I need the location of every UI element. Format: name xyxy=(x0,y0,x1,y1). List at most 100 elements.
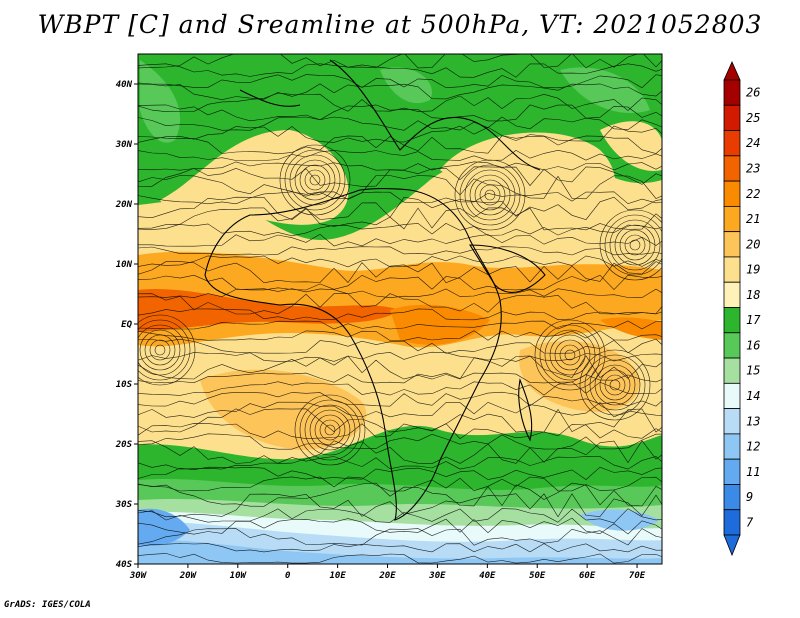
colorbar-swatch xyxy=(723,332,741,359)
colorbar-label: 14 xyxy=(746,389,760,403)
streamline xyxy=(138,135,662,155)
colorbar-swatch xyxy=(723,231,741,258)
colorbar: 26 25 24 23 22 21 20 19 18 17 16 15 14 13 12 11 9 7 xyxy=(723,61,761,557)
streamline xyxy=(138,223,662,237)
lat-tick-label: 20N xyxy=(115,200,133,210)
streamline xyxy=(138,83,662,101)
streamline xyxy=(138,422,662,440)
streamline xyxy=(138,320,662,330)
streamline xyxy=(138,330,662,341)
streamline xyxy=(138,246,662,256)
streamline xyxy=(138,391,662,407)
colorbar-swatch xyxy=(723,357,741,384)
streamline-vortex xyxy=(629,239,641,251)
streamline xyxy=(138,255,662,268)
streamline xyxy=(138,493,662,518)
colorbar-swatch xyxy=(723,408,741,435)
streamline xyxy=(138,408,662,433)
streamline-vortex xyxy=(144,334,176,366)
chart-title: WBPT [C] and Sreamline at 500hPa, VT: 20… xyxy=(37,10,763,39)
colorbar-swatch xyxy=(723,433,741,460)
colorbar-label: 18 xyxy=(746,288,760,302)
streamline xyxy=(138,482,662,507)
lon-tick-label: 20E xyxy=(378,571,396,581)
streamline xyxy=(138,149,662,161)
colorbar-swatch xyxy=(723,281,741,308)
streamline xyxy=(138,381,662,396)
streamline xyxy=(138,125,662,143)
streamline xyxy=(138,288,662,299)
colorbar-swatch xyxy=(723,79,741,106)
streamline-vortex xyxy=(609,219,661,271)
streamline-vortex xyxy=(564,349,576,361)
streamline-vortex xyxy=(279,144,351,216)
streamline xyxy=(138,401,662,418)
streamline-vortex xyxy=(138,319,191,381)
streamline xyxy=(138,166,662,187)
colorbar-swatch xyxy=(723,256,741,283)
map-frame xyxy=(137,53,663,565)
colorbar-label: 25 xyxy=(746,111,760,125)
streamline-vortex xyxy=(294,159,336,201)
colorbar-label: 21 xyxy=(746,212,760,226)
streamline-vortex xyxy=(554,339,586,371)
streamline-vortex xyxy=(138,324,186,376)
colorbar-label: 12 xyxy=(746,440,760,454)
streamline xyxy=(138,308,662,321)
streamline-vortex xyxy=(309,409,351,451)
colorbar-label: 9 xyxy=(746,490,753,504)
lon-tick-label: 60E xyxy=(579,571,596,581)
colorbar-label: 24 xyxy=(746,136,760,150)
colorbar-label: 23 xyxy=(746,161,760,175)
colorbar-swatch xyxy=(723,130,741,157)
streamline xyxy=(138,440,662,465)
colorbar-swatch xyxy=(723,104,741,131)
streamline-vortex xyxy=(599,369,631,401)
streamline-vortex xyxy=(604,374,626,396)
streamline-vortex xyxy=(138,314,196,386)
streamline-vortex xyxy=(619,229,651,261)
lon-tick-label: 30W xyxy=(129,571,148,581)
lon-tick-label: 10E xyxy=(329,571,346,581)
streamline-vortex xyxy=(579,349,651,421)
colorbar-swatch xyxy=(723,205,741,233)
streamline-vortex xyxy=(139,329,181,371)
credit-label: GrADS: IGES/COLA xyxy=(4,600,91,610)
streamline-vortex xyxy=(559,344,581,366)
streamline xyxy=(138,338,662,354)
streamline-vortex xyxy=(299,164,331,196)
streamline-vortex xyxy=(539,324,601,386)
streamline xyxy=(138,456,662,470)
colorbar-swatch xyxy=(723,458,741,485)
streamline-vortex xyxy=(609,379,621,391)
colorbar-swatch xyxy=(723,155,741,182)
lat-tick-label: 10S xyxy=(116,380,133,390)
streamline xyxy=(138,466,662,480)
colorbar-label: 19 xyxy=(746,263,760,277)
streamline xyxy=(138,351,662,362)
streamline xyxy=(138,74,662,89)
streamline-vortex xyxy=(319,419,341,441)
colorbar-swatch xyxy=(723,509,741,536)
streamline-vortex xyxy=(459,164,521,226)
colorbar-bottom-arrow xyxy=(723,534,741,557)
streamline-vortex xyxy=(154,344,166,356)
lon-tick-label: 20W xyxy=(179,571,198,581)
streamline xyxy=(138,261,662,284)
lon-tick-label: 0 xyxy=(285,571,291,581)
colorbar-swatch xyxy=(723,484,741,511)
streamline-vortex xyxy=(584,354,646,416)
streamline xyxy=(138,175,662,200)
streamline xyxy=(138,517,662,535)
lat-tick-label: 30S xyxy=(115,500,133,510)
streamline xyxy=(138,543,662,553)
streamline-vortex xyxy=(624,234,646,256)
streamline xyxy=(138,528,662,546)
streamline-vortex xyxy=(534,319,606,391)
colorbar-label: 22 xyxy=(746,187,760,201)
streamline-vortex xyxy=(469,174,511,216)
colorbar-label: 7 xyxy=(746,515,754,529)
streamline-vortex xyxy=(599,209,662,281)
streamline xyxy=(138,433,662,450)
colorbar-swatch xyxy=(723,382,741,410)
